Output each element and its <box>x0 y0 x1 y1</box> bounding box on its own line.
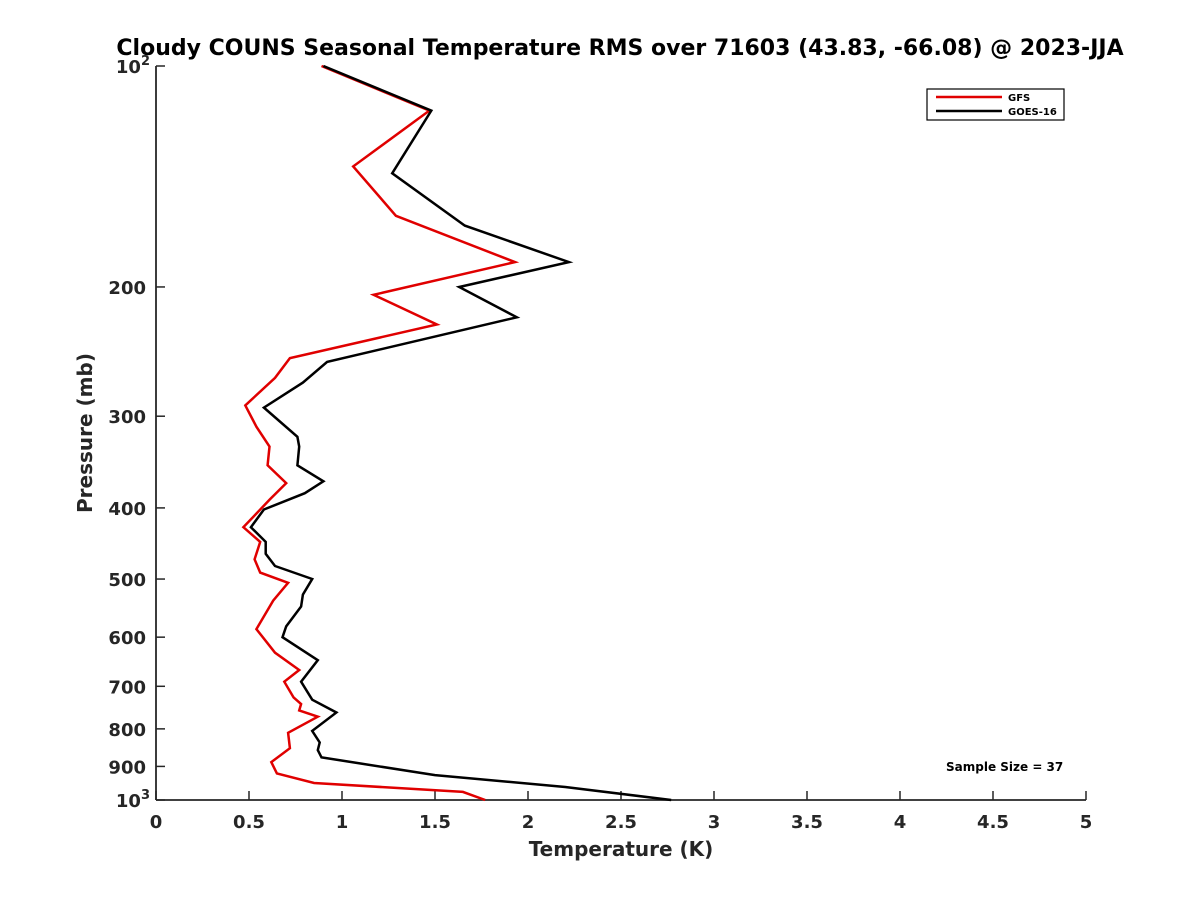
y-tick-label: 200 <box>108 278 146 299</box>
y-tick-label: 300 <box>108 407 146 428</box>
y-tick-label: 600 <box>108 628 146 649</box>
plot-area <box>155 66 1086 801</box>
y-tick-exponent: 3 <box>141 788 150 803</box>
series-lines <box>241 64 672 802</box>
x-tick-label: 1.5 <box>419 812 451 833</box>
x-axis-label: Temperature (K) <box>529 837 714 861</box>
x-tick-label: 1 <box>336 812 349 833</box>
x-tick-label: 4.5 <box>977 812 1009 833</box>
x-tick-label: 2 <box>522 812 535 833</box>
y-tick-label: 400 <box>108 499 146 520</box>
y-tick-base: 10 <box>116 57 141 78</box>
x-tick-label: 0 <box>150 812 163 833</box>
legend-label-goes16: GOES-16 <box>1008 107 1057 118</box>
y-tick-exponent: 2 <box>141 54 150 69</box>
x-tick-label: 2.5 <box>605 812 637 833</box>
series-line-goes16 <box>249 64 672 802</box>
y-tick-base: 10 <box>116 791 141 812</box>
chart-title: Cloudy COUNS Seasonal Temperature RMS ov… <box>116 36 1123 61</box>
y-tick-label: 700 <box>108 677 146 698</box>
y-tick-label: 800 <box>108 720 146 741</box>
y-axis-label: Pressure (mb) <box>73 353 97 513</box>
sample-size-annotation: Sample Size = 37 <box>946 760 1063 774</box>
x-tick-label: 0.5 <box>233 812 265 833</box>
y-tick-label: 102 <box>116 54 150 78</box>
x-tick-label: 3.5 <box>791 812 823 833</box>
x-tick-label: 5 <box>1080 812 1093 833</box>
series-line-gfs <box>241 64 520 802</box>
y-tick-label: 900 <box>108 757 146 778</box>
legend-label-gfs: GFS <box>1008 93 1030 104</box>
x-tick-label: 4 <box>894 812 907 833</box>
y-tick-label: 500 <box>108 570 146 591</box>
x-tick-label: 3 <box>708 812 721 833</box>
y-tick-label: 103 <box>116 788 150 812</box>
x-axis-ticks: 0 0.5 1 1.5 2 2.5 3 3.5 4 4.5 5 <box>150 791 1093 833</box>
legend: GFS GOES-16 <box>926 88 1065 121</box>
legend-box <box>926 88 1065 121</box>
